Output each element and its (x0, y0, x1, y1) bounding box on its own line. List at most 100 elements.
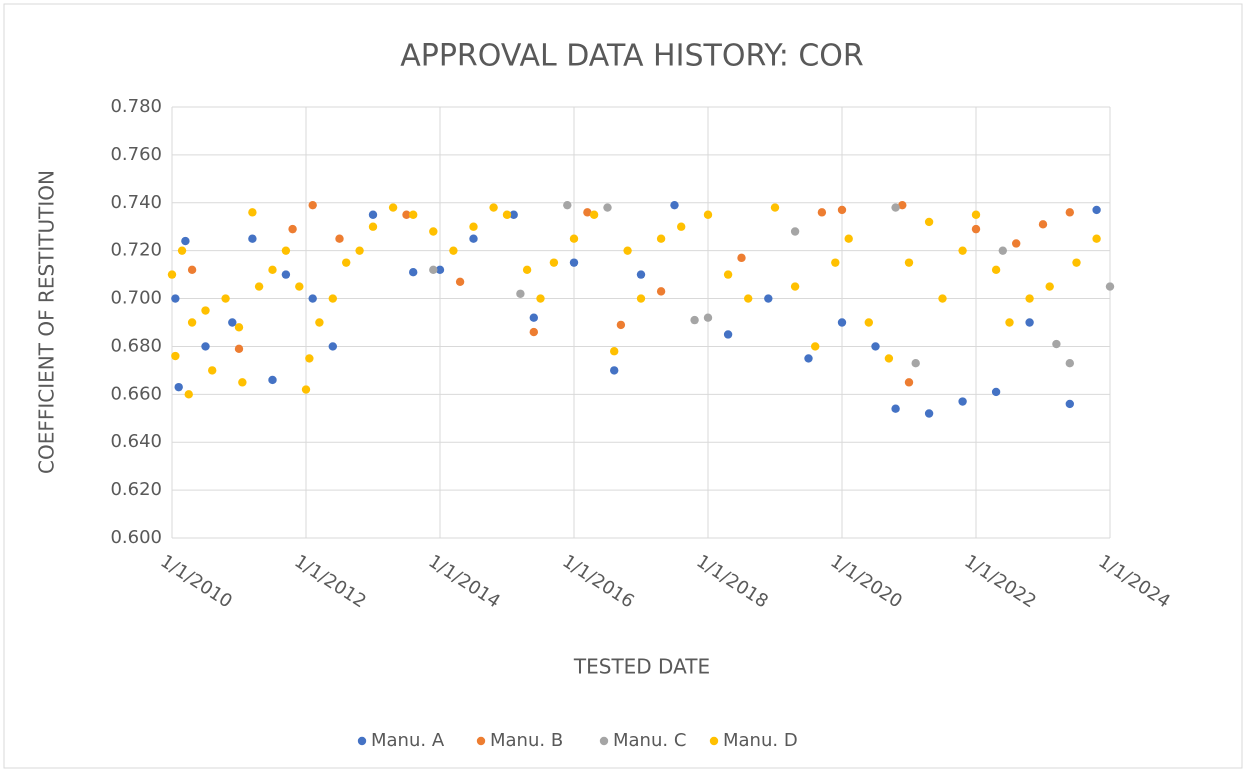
point (971, 210, 981, 219)
point (891, 404, 900, 413)
point (409, 210, 418, 219)
y-tick-label: 0.660 (110, 383, 162, 404)
point (703, 313, 713, 322)
point (368, 210, 378, 219)
point (737, 253, 746, 263)
point (690, 315, 699, 325)
point (355, 246, 364, 255)
point (790, 282, 800, 291)
point (636, 294, 646, 303)
point (328, 294, 337, 303)
point (670, 200, 679, 210)
chart-frame (3, 3, 1243, 769)
point (167, 270, 177, 279)
point (589, 210, 599, 219)
point (234, 323, 244, 332)
y-tick-label: 0.600 (110, 527, 162, 548)
point (1072, 258, 1081, 267)
point (455, 277, 465, 286)
point (335, 234, 344, 243)
point (991, 265, 1001, 275)
point (583, 208, 592, 217)
point (201, 306, 210, 315)
point (770, 203, 780, 212)
point (1025, 294, 1034, 303)
point (409, 268, 418, 277)
point (958, 246, 967, 255)
point (636, 270, 646, 279)
point (402, 210, 411, 219)
point (837, 318, 847, 327)
point (971, 224, 981, 234)
point (603, 203, 612, 212)
point (623, 246, 632, 255)
y-tick-label: 0.720 (110, 240, 162, 261)
legend-label: Manu. B (490, 730, 563, 751)
point (181, 236, 190, 246)
point (536, 294, 545, 303)
point (529, 313, 538, 322)
point (677, 222, 686, 231)
point (221, 294, 230, 303)
point (804, 354, 813, 363)
y-tick-label: 0.740 (110, 192, 162, 213)
point (569, 258, 579, 267)
point (703, 210, 713, 219)
x-axis-label: TESTED DATE (573, 655, 710, 679)
point (1052, 339, 1061, 349)
point (616, 320, 626, 330)
point (1012, 239, 1021, 248)
point (884, 354, 894, 363)
point (268, 375, 277, 385)
point (656, 287, 666, 296)
point (268, 265, 277, 275)
point (723, 330, 733, 339)
point (187, 318, 197, 327)
point (891, 203, 900, 212)
point (184, 390, 193, 399)
legend-marker (709, 736, 719, 746)
point (864, 318, 873, 327)
legend-label: Manu. A (371, 730, 445, 751)
legend-marker (599, 736, 609, 746)
point (489, 203, 498, 212)
point (563, 200, 572, 210)
point (171, 294, 180, 303)
point (248, 234, 257, 243)
point (248, 208, 257, 217)
point (254, 282, 264, 291)
point (811, 342, 820, 351)
point (295, 282, 304, 291)
point (911, 359, 920, 368)
point (831, 258, 840, 267)
point (342, 258, 351, 267)
point (723, 270, 733, 279)
point (516, 289, 525, 298)
point (656, 234, 666, 243)
y-tick-label: 0.700 (110, 288, 162, 309)
point (208, 366, 217, 375)
legend-marker (357, 736, 367, 746)
point (1038, 220, 1048, 229)
point (228, 318, 237, 327)
point (174, 382, 183, 392)
point (837, 205, 847, 215)
point (328, 342, 337, 351)
point (1065, 359, 1075, 368)
point (1092, 234, 1101, 243)
point (1045, 282, 1054, 291)
point (301, 385, 311, 394)
point (904, 378, 914, 387)
point (610, 366, 619, 375)
y-axis-label: COEFFICIENT OF RESTITUTION (35, 170, 59, 474)
point (281, 270, 291, 279)
point (1092, 205, 1101, 215)
point (898, 200, 907, 210)
point (871, 342, 880, 351)
point (308, 294, 317, 303)
point (998, 246, 1007, 255)
point (315, 318, 324, 327)
y-tick-label: 0.680 (110, 335, 162, 356)
